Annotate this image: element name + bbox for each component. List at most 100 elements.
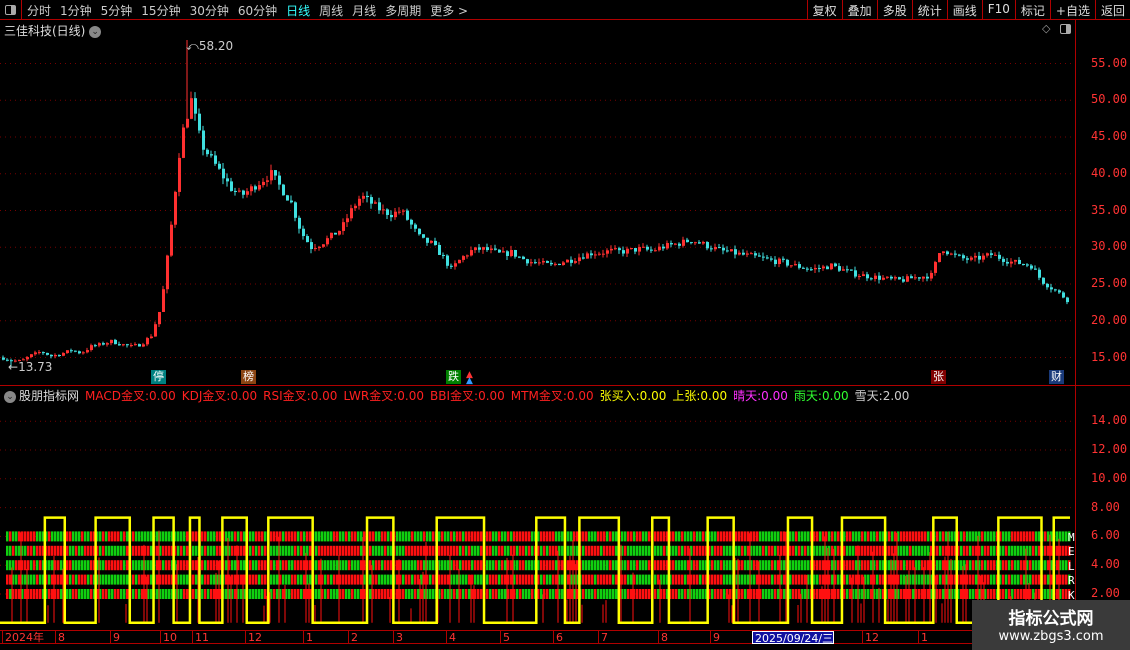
band-cell (123, 545, 126, 556)
toolbar-button[interactable]: 多股 (876, 0, 912, 20)
band-cell (606, 589, 609, 599)
band-cell (738, 545, 741, 556)
event-marker[interactable]: 跌 (446, 370, 461, 384)
candle-body (94, 345, 97, 347)
band-cell (324, 545, 327, 556)
candle-body (406, 210, 409, 220)
band-cell (963, 560, 966, 571)
candle-body (318, 246, 321, 249)
band-cell (576, 574, 579, 585)
toolbar-button[interactable]: 标记 (1014, 0, 1050, 20)
chevron-down-icon[interactable]: ⌄ (4, 390, 16, 403)
period-tab[interactable]: 30分钟 (189, 4, 229, 18)
period-tab[interactable]: 15分钟 (141, 4, 181, 18)
band-cell (357, 545, 360, 556)
band-cell (774, 574, 777, 585)
period-tab[interactable]: 多周期 (385, 4, 422, 18)
band-cell (423, 589, 426, 599)
period-tab[interactable]: 5分钟 (100, 4, 133, 18)
band-cell (549, 589, 552, 599)
band-cell (537, 531, 540, 542)
toolbar-button[interactable]: 返回 (1094, 0, 1130, 20)
toolbar-button[interactable]: 画线 (946, 0, 982, 20)
candle-body (182, 127, 185, 158)
band-cell (264, 589, 267, 599)
event-marker[interactable]: 财 (1049, 370, 1064, 384)
band-cell (48, 560, 51, 571)
toolbar-button[interactable]: +自选 (1049, 0, 1095, 20)
band-cell (861, 574, 864, 585)
band-cell (54, 574, 57, 585)
band-cell (255, 531, 258, 542)
band-cell (465, 560, 468, 571)
band-cell (531, 589, 534, 599)
event-marker[interactable]: 榜 (241, 370, 256, 384)
candle-body (782, 258, 785, 260)
period-tab[interactable]: 更多 > (430, 4, 469, 18)
band-cell (18, 531, 21, 542)
band-cell (384, 574, 387, 585)
candle-body (622, 250, 625, 254)
band-cell (231, 574, 234, 585)
band-cell (204, 531, 207, 542)
band-cell (141, 531, 144, 542)
band-cell (231, 545, 234, 556)
band-cell (717, 574, 720, 585)
event-marker[interactable]: 停 (151, 370, 166, 384)
band-cell (90, 560, 93, 571)
toolbar-button[interactable]: F10 (981, 0, 1015, 20)
period-tab[interactable]: 60分钟 (237, 4, 278, 18)
stock-title[interactable]: 三佳科技(日线) ⌄ (4, 22, 102, 39)
band-cell (408, 531, 411, 542)
event-marker[interactable]: 张 (931, 370, 946, 384)
band-cell (156, 531, 159, 542)
panel-icon[interactable] (1060, 24, 1071, 34)
period-tab[interactable]: 月线 (352, 4, 377, 18)
period-tab[interactable]: 周线 (319, 4, 344, 18)
band-cell (981, 589, 984, 599)
candle-body (446, 255, 449, 266)
band-cell (891, 560, 894, 571)
band-cell (969, 531, 972, 542)
band-cell (273, 589, 276, 599)
band-cell (1008, 589, 1011, 599)
chevron-down-icon[interactable]: ⌄ (89, 25, 102, 38)
band-cell (735, 560, 738, 571)
band-cell (942, 545, 945, 556)
band-cell (870, 560, 873, 571)
band-cell (258, 545, 261, 556)
toolbar-button[interactable]: 叠加 (841, 0, 877, 20)
band-cell (633, 574, 636, 585)
band-cell (852, 545, 855, 556)
period-tab[interactable]: 日线 (286, 4, 311, 18)
band-cell (180, 574, 183, 585)
band-cell (591, 545, 594, 556)
band-cell (9, 560, 12, 571)
band-cell (834, 531, 837, 542)
candle-body (162, 289, 165, 312)
period-tab[interactable]: 1分钟 (60, 4, 92, 18)
band-cell (726, 574, 729, 585)
candle-body (126, 344, 129, 346)
band-cell (600, 589, 603, 599)
band-cell (1059, 574, 1062, 585)
band-cell (495, 560, 498, 571)
band-cell (924, 531, 927, 542)
candle-body (978, 255, 981, 260)
band-cell (672, 531, 675, 542)
candle-body (190, 98, 193, 119)
toolbar-button[interactable]: 复权 (806, 0, 842, 20)
band-cell (720, 560, 723, 571)
band-cell (477, 545, 480, 556)
band-cell (531, 545, 534, 556)
band-cell (465, 574, 468, 585)
period-tab[interactable]: 分时 (27, 4, 52, 18)
band-cell (723, 545, 726, 556)
panel-toggle-button[interactable] (0, 0, 22, 20)
toolbar-button[interactable]: 统计 (911, 0, 947, 20)
band-cell (306, 589, 309, 599)
diamond-icon[interactable]: ◇ (1042, 22, 1051, 35)
watermark-title: 指标公式网 (1008, 609, 1094, 629)
band-cell (372, 560, 375, 571)
